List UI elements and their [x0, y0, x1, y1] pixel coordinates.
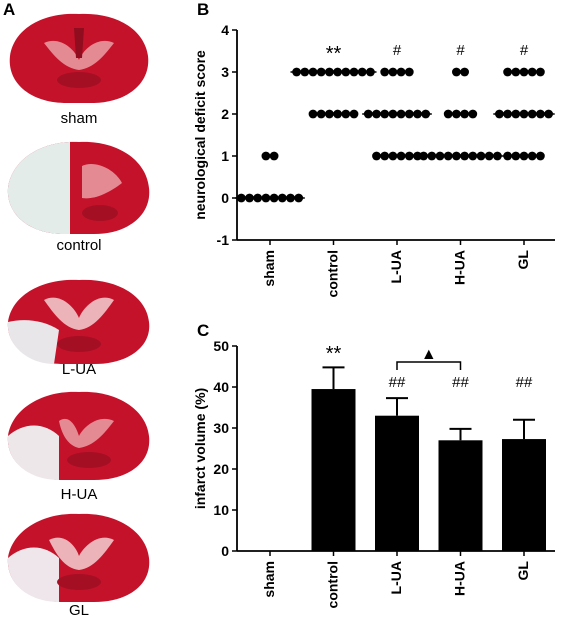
data-point — [316, 109, 326, 119]
comparison-marker: ▲ — [421, 346, 437, 363]
x-tick-label: GL — [515, 561, 531, 581]
data-point — [511, 67, 521, 77]
data-point — [388, 67, 398, 77]
bar — [375, 415, 419, 551]
x-tick-label: L-UA — [388, 561, 404, 594]
y-tick-label: 50 — [213, 338, 229, 354]
data-point — [452, 67, 461, 77]
x-tick-label: H-UA — [452, 561, 468, 596]
panel-c-letter: C — [197, 321, 210, 340]
significance-mark: # — [393, 42, 402, 59]
y-axis-label: infarct volume (%) — [192, 388, 208, 509]
data-point — [443, 109, 453, 119]
data-point — [388, 151, 398, 161]
brain-slice-h-ua-image — [7, 391, 150, 480]
bar — [502, 439, 546, 551]
data-point — [269, 151, 279, 161]
brain-slice-label: GL — [68, 602, 89, 619]
data-point — [519, 67, 529, 77]
brain-slice-label: control — [56, 237, 102, 254]
significance-mark: ## — [389, 374, 406, 391]
data-point — [404, 67, 414, 77]
brain-slice-label: sham — [60, 110, 98, 127]
data-point — [468, 109, 478, 119]
data-point — [452, 109, 461, 119]
brain-slice-sham-image — [9, 13, 149, 103]
y-tick-label: 30 — [213, 420, 229, 436]
y-tick-label: 10 — [213, 502, 229, 518]
y-tick-label: 20 — [213, 461, 229, 477]
significance-mark: # — [456, 42, 465, 59]
data-point — [503, 67, 512, 77]
y-axis-label: neurological deficit score — [192, 50, 208, 220]
bar — [438, 440, 483, 551]
data-point — [404, 151, 414, 161]
data-point — [536, 67, 545, 77]
y-tick-label: 0 — [221, 543, 229, 559]
brain-slice-l-ua-image — [7, 279, 150, 364]
data-point — [380, 67, 390, 77]
x-tick-label: sham — [261, 250, 277, 287]
data-point — [261, 151, 271, 161]
significance-mark: ** — [326, 43, 342, 65]
comparison-bracket — [396, 361, 462, 370]
brain-slice-control-image — [7, 141, 150, 234]
y-tick-label: -1 — [217, 232, 230, 248]
y-tick-label: 40 — [213, 379, 229, 395]
significance-mark: ## — [452, 374, 469, 391]
bar — [311, 389, 356, 551]
data-point — [308, 109, 318, 119]
data-point — [341, 109, 351, 119]
data-point — [519, 151, 529, 161]
significance-mark: ## — [516, 374, 533, 391]
data-point — [527, 151, 537, 161]
data-point — [396, 67, 406, 77]
data-point — [372, 151, 381, 161]
x-tick-label: control — [325, 250, 341, 297]
data-point — [460, 67, 469, 77]
data-point — [380, 151, 390, 161]
data-point — [511, 151, 521, 161]
x-tick-label: control — [325, 561, 341, 608]
y-tick-label: 4 — [221, 22, 229, 38]
brain-slice-gl-image — [7, 513, 150, 602]
x-tick-label: sham — [261, 561, 277, 598]
data-point — [536, 151, 545, 161]
significance-mark: ** — [326, 343, 342, 365]
data-point — [325, 109, 334, 119]
data-point — [396, 151, 406, 161]
significance-mark: # — [520, 42, 529, 59]
x-tick-label: L-UA — [388, 250, 404, 283]
x-tick-label: H-UA — [452, 250, 468, 285]
panel-a-letter: A — [3, 0, 16, 19]
data-point — [333, 109, 342, 119]
data-point — [527, 67, 537, 77]
y-tick-label: 2 — [221, 106, 229, 122]
data-point — [503, 151, 512, 161]
brain-slice-label: L-UA — [61, 361, 97, 378]
data-point — [460, 109, 469, 119]
data-point — [349, 109, 359, 119]
x-tick-label: GL — [515, 250, 531, 270]
panel-b-letter: B — [197, 0, 210, 19]
y-tick-label: 1 — [221, 148, 229, 164]
y-tick-label: 3 — [221, 64, 229, 80]
brain-slice-label: H-UA — [60, 486, 98, 503]
y-tick-label: 0 — [221, 190, 229, 206]
